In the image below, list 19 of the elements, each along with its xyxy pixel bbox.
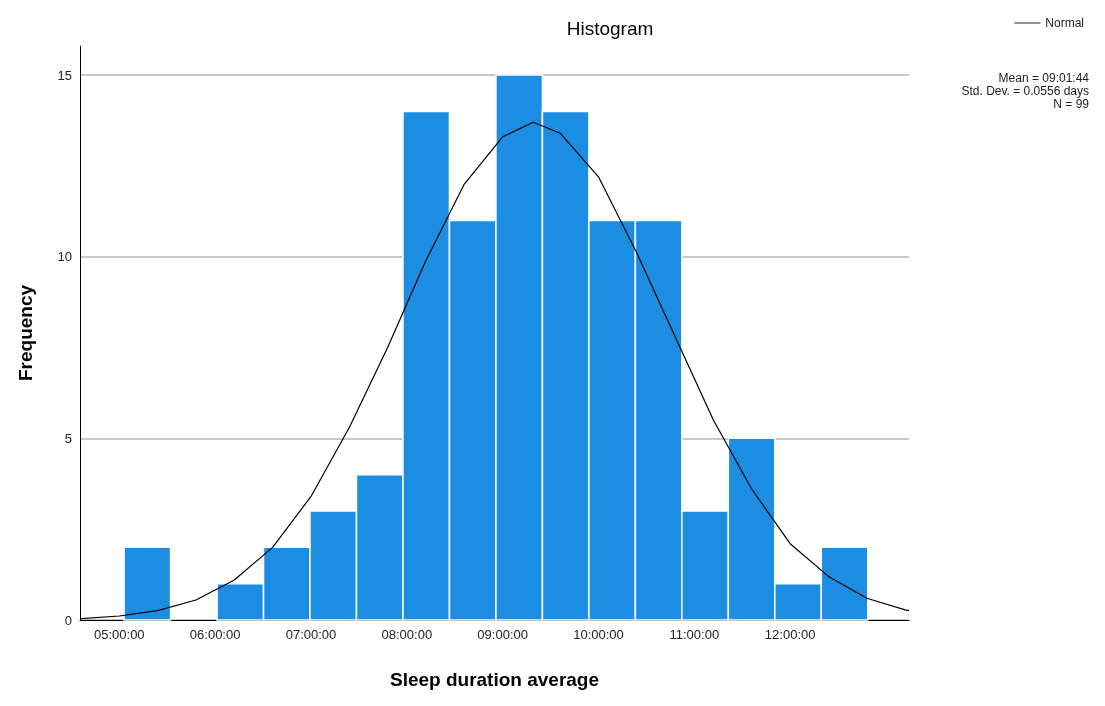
- x-tick-label: 10:00:00: [573, 627, 624, 642]
- x-tick-label: 05:00:00: [93, 627, 145, 642]
- x-tick-label: 11:00:00: [669, 627, 720, 642]
- x-tick-label: 12:00:00: [764, 627, 816, 642]
- legend-label: Normal: [1045, 16, 1084, 30]
- y-axis-title: Frequency: [15, 284, 36, 382]
- x-tick-label: 06:00:00: [189, 627, 241, 642]
- x-axis-title: Sleep duration average: [389, 669, 600, 690]
- text: N = 99: [1053, 97, 1090, 111]
- x-tick-label: 07:00:00: [285, 627, 337, 642]
- y-tick-label: 10: [57, 249, 72, 265]
- y-tick-label: 15: [57, 67, 72, 83]
- y-tick-label: 0: [64, 612, 72, 628]
- x-tick-label: 08:00:00: [381, 627, 433, 642]
- chart-title: Histogram: [566, 18, 654, 39]
- text: Std. Dev. = 0.0556 days: [961, 84, 1090, 98]
- y-tick-label: 5: [64, 430, 72, 446]
- x-tick-label: 09:00:00: [477, 627, 528, 642]
- text: Mean = 09:01:44: [998, 71, 1090, 85]
